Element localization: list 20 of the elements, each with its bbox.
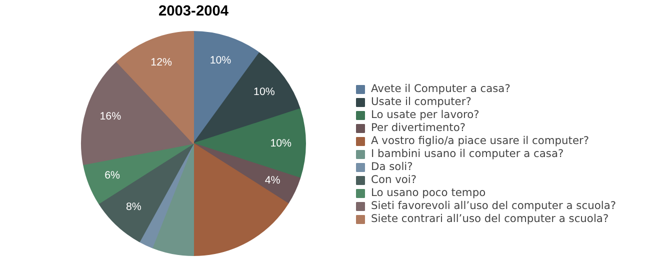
data-label: 8% — [126, 201, 142, 214]
data-label: 16% — [100, 110, 122, 123]
legend-label: A vostro figlio/a piace usare il computer? — [371, 134, 590, 147]
data-label: 12% — [150, 56, 173, 68]
data-label: 6% — [104, 170, 120, 182]
chart-title: 2003-2004 — [158, 4, 230, 20]
data-label: 10% — [210, 54, 232, 66]
legend-label: I bambini usano il computer a casa? — [371, 147, 564, 160]
data-label: 10% — [270, 138, 292, 150]
legend-label: Per divertimento? — [371, 121, 466, 134]
legend-label: Con voi? — [371, 173, 417, 186]
legend-label: Sieti favorevoli all’uso del computer a scuola? — [371, 199, 616, 212]
legend-label: Lo usate per lavoro? — [371, 108, 480, 121]
legend-label: Siete contrari all’uso del computer a scuola? — [371, 212, 609, 225]
data-label: 4% — [264, 174, 281, 187]
legend-label: Avete il Computer a casa? — [371, 82, 510, 95]
legend-label: Da soli? — [371, 160, 413, 173]
legend-label: Lo usano poco tempo — [371, 186, 486, 199]
legend-label: Usate il computer? — [371, 95, 472, 108]
data-label: 10% — [254, 86, 276, 98]
